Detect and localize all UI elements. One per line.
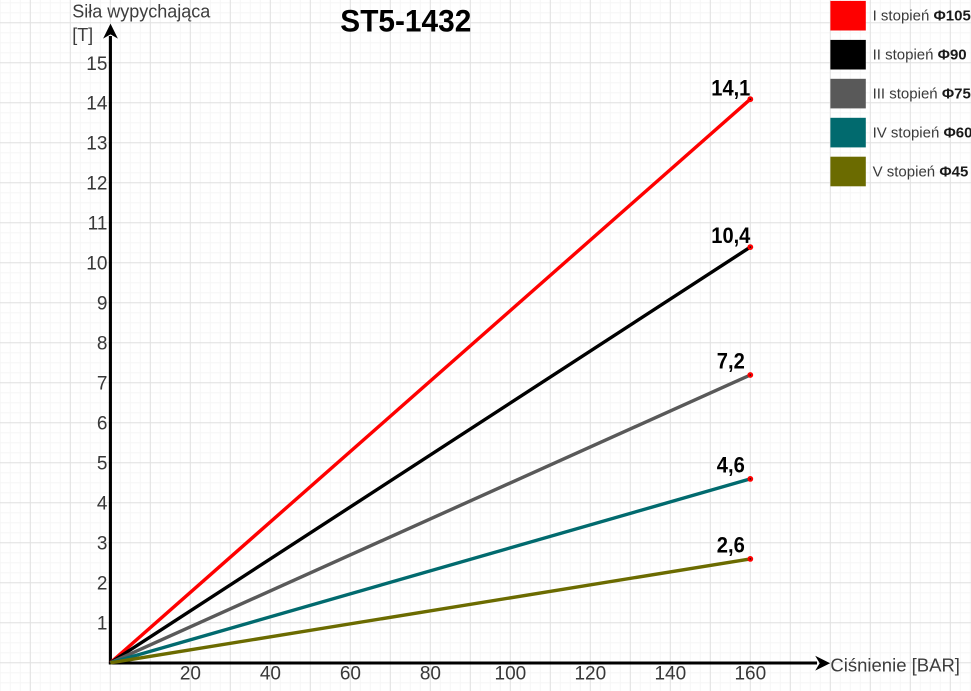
svg-text:11: 11: [88, 214, 108, 235]
svg-text:12: 12: [86, 174, 107, 195]
svg-text:40: 40: [260, 663, 281, 684]
svg-text:8: 8: [97, 334, 108, 355]
svg-text:20: 20: [180, 663, 201, 684]
svg-text:14: 14: [86, 94, 108, 115]
svg-text:140: 140: [654, 663, 686, 684]
svg-text:[T]: [T]: [72, 25, 93, 45]
svg-text:6: 6: [97, 414, 108, 435]
svg-text:7: 7: [97, 374, 108, 395]
svg-text:1: 1: [97, 613, 108, 634]
svg-text:10: 10: [86, 254, 107, 275]
svg-text:9: 9: [97, 294, 108, 315]
svg-text:ST5-1432: ST5-1432: [340, 2, 471, 38]
svg-text:V stopień Φ45: V stopień Φ45: [873, 164, 969, 181]
svg-text:80: 80: [420, 663, 441, 684]
svg-text:60: 60: [340, 663, 361, 684]
svg-text:5: 5: [97, 453, 108, 474]
svg-text:II stopień Φ90: II stopień Φ90: [873, 47, 967, 64]
svg-text:4,6: 4,6: [717, 452, 745, 477]
svg-text:4: 4: [97, 493, 108, 514]
svg-text:2: 2: [97, 573, 108, 594]
svg-text:14,1: 14,1: [711, 76, 750, 101]
svg-text:10,4: 10,4: [711, 223, 751, 248]
svg-text:Ciśnienie [BAR]: Ciśnienie [BAR]: [830, 654, 960, 675]
svg-text:3: 3: [97, 533, 108, 554]
svg-text:100: 100: [495, 663, 527, 684]
svg-text:IV stopień Φ60: IV stopień Φ60: [873, 125, 971, 142]
svg-text:120: 120: [574, 663, 606, 684]
svg-text:7,2: 7,2: [717, 349, 745, 374]
svg-text:2,6: 2,6: [717, 532, 745, 557]
svg-text:15: 15: [86, 54, 107, 75]
svg-text:160: 160: [734, 663, 766, 684]
svg-text:13: 13: [86, 134, 107, 155]
svg-text:I stopień Φ105: I stopień Φ105: [873, 8, 971, 25]
svg-text:III stopień Φ75: III stopień Φ75: [873, 86, 971, 103]
svg-text:Siła wypychająca: Siła wypychająca: [72, 2, 211, 22]
